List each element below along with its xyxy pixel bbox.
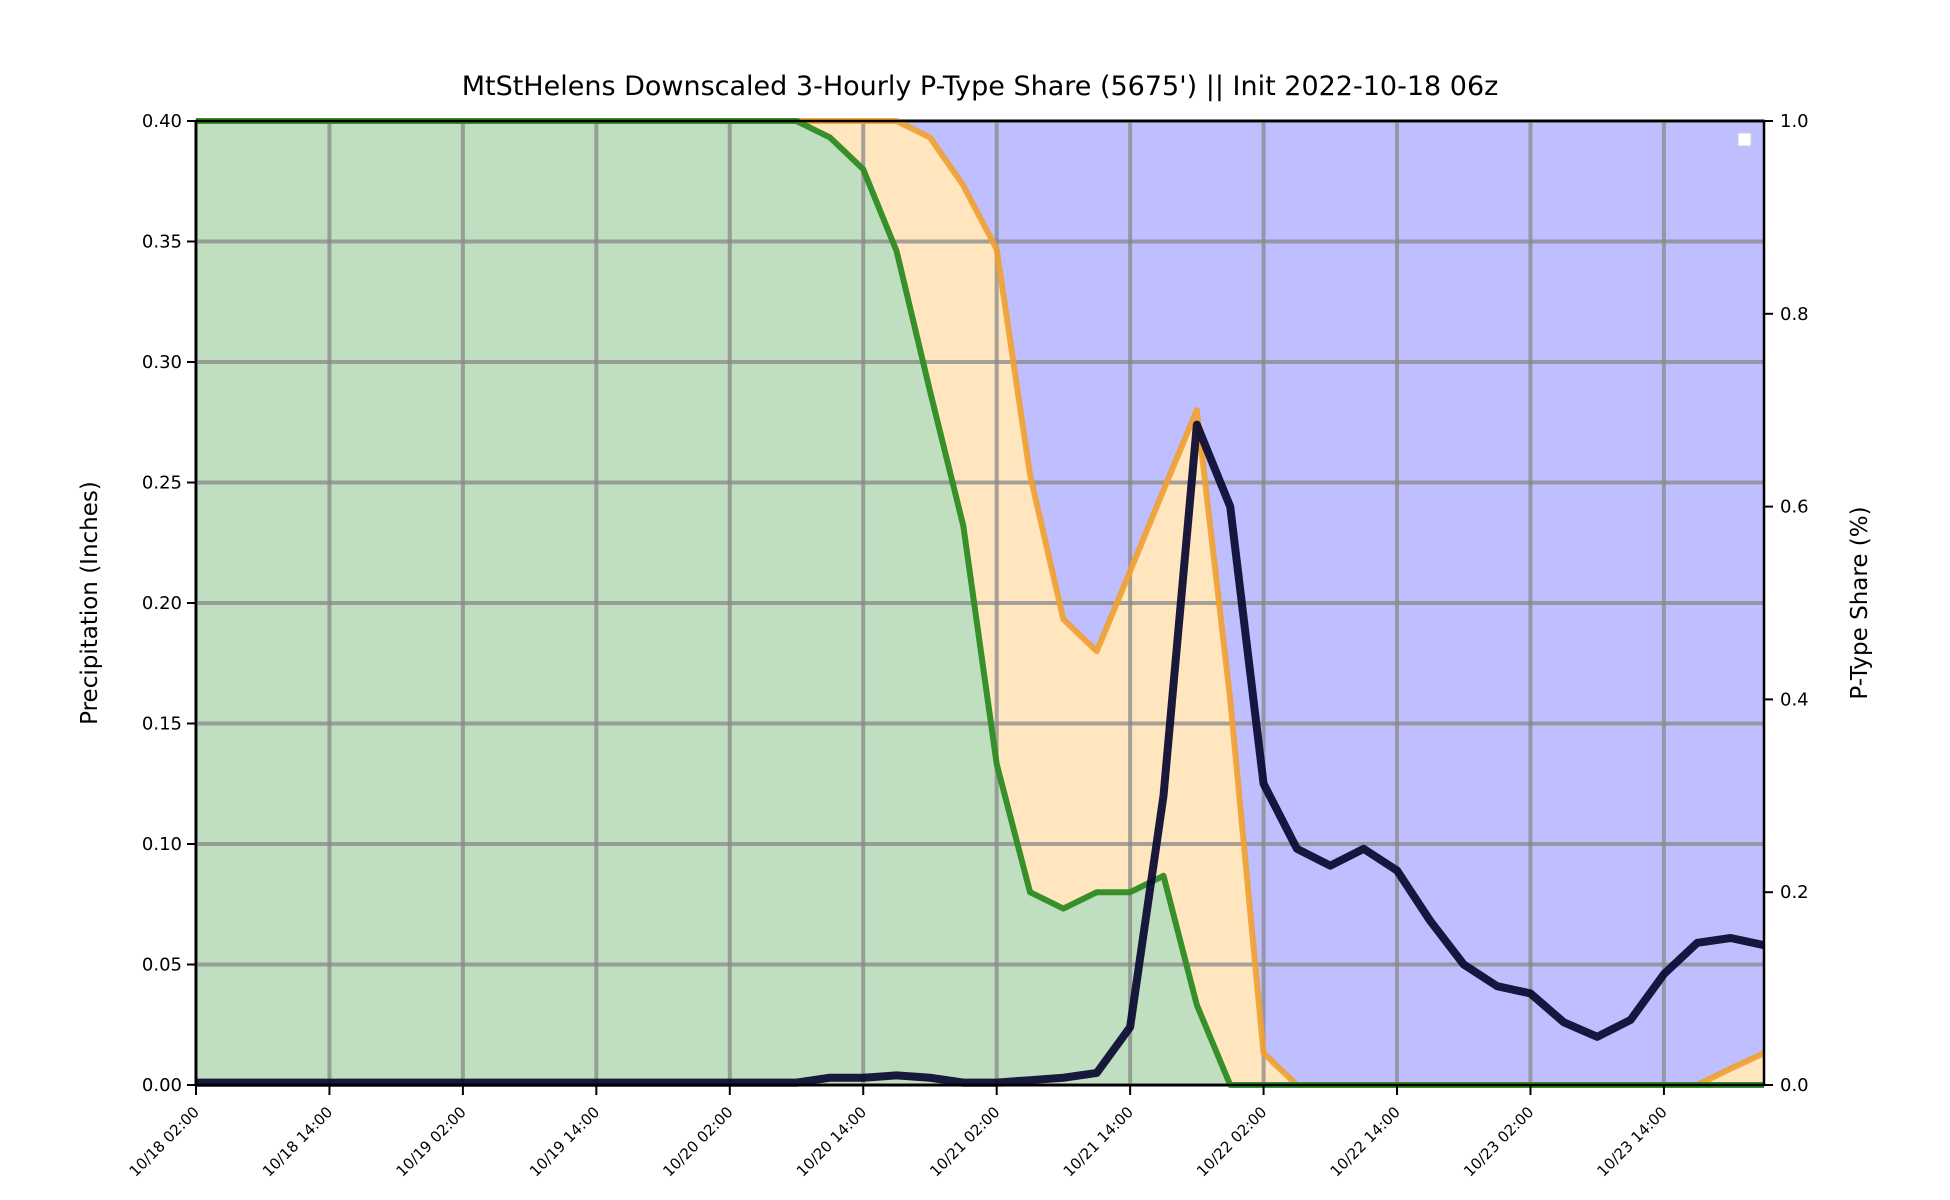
x-tick-label: 10/19 14:00 (526, 1103, 603, 1180)
x-tick-label: 10/21 14:00 (1060, 1103, 1137, 1180)
x-tick-label: 10/19 02:00 (392, 1103, 469, 1180)
x-tick-label: 10/23 02:00 (1460, 1103, 1537, 1180)
y2-tick-label: 0.6 (1780, 497, 1809, 518)
legend-box (1737, 132, 1752, 147)
y-axis-title: Precipitation (Inches) (77, 481, 103, 725)
y-tick-label: 0.40 (142, 111, 182, 132)
y2-tick-label: 1.0 (1780, 111, 1809, 132)
y2-tick-label: 0.2 (1780, 882, 1809, 903)
x-tick-label: 10/18 14:00 (259, 1103, 336, 1180)
x-tick-label: 10/20 02:00 (659, 1103, 736, 1180)
x-tick-label: 10/22 02:00 (1193, 1103, 1270, 1180)
chart-title: MtStHelens Downscaled 3-Hourly P-Type Sh… (462, 71, 1499, 102)
x-tick-label: 10/23 14:00 (1594, 1103, 1671, 1180)
precip-line (196, 420, 1765, 1087)
y-tick-label: 0.15 (142, 714, 182, 735)
y2-tick-label: 0.4 (1780, 689, 1809, 710)
x-tick-label: 10/18 02:00 (126, 1103, 203, 1180)
x-axis: 10/18 02:00 10/18 14:00 10/19 02:00 10/19 1… (126, 1085, 1671, 1180)
y-tick-label: 0.10 (142, 834, 182, 855)
y2-axis-title: P-Type Share (%) (1847, 506, 1873, 699)
x-tick-label: 10/20 14:00 (793, 1103, 870, 1180)
x-tick-label: 10/22 14:00 (1327, 1103, 1404, 1180)
y2-tick-label: 0.0 (1780, 1075, 1809, 1096)
x-tick-label: 10/21 02:00 (926, 1103, 1003, 1180)
y-tick-label: 0.35 (142, 232, 182, 253)
y2-tick-label: 0.8 (1780, 304, 1809, 325)
right-axis: 0.0 0.2 0.4 0.6 0.8 1.0 (1764, 111, 1809, 1096)
y-tick-label: 0.30 (142, 352, 182, 373)
y-tick-label: 0.00 (142, 1075, 182, 1096)
y-tick-label: 0.05 (142, 955, 182, 976)
left-axis: 0.00 0.05 0.10 0.15 0.20 0.25 0.30 0.35 0.40 (142, 111, 196, 1096)
y-tick-label: 0.25 (142, 473, 182, 494)
y-tick-label: 0.20 (142, 593, 182, 614)
